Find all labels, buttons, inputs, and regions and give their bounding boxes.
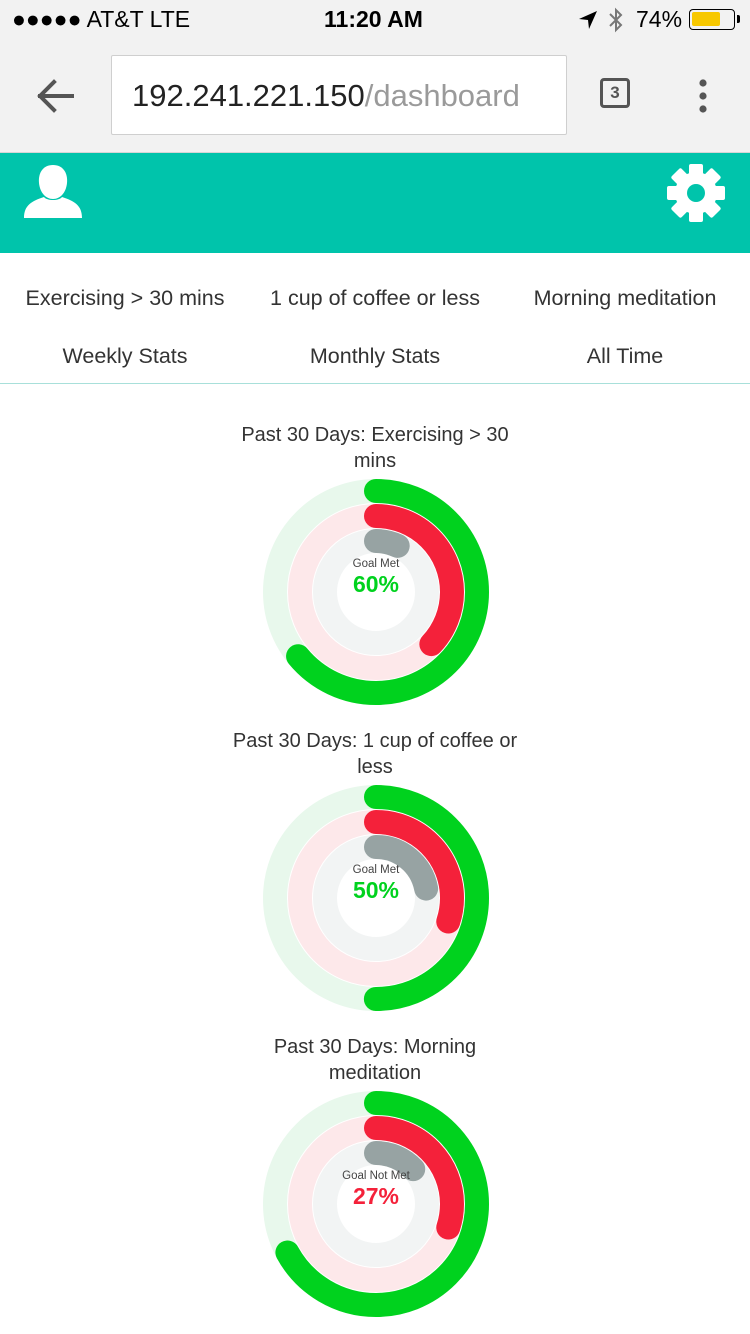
back-arrow-icon[interactable] — [36, 78, 76, 114]
tab-switcher-button[interactable]: 3 — [600, 78, 630, 108]
middle-ring-progress — [288, 1116, 464, 1292]
outer-ring-progress — [263, 1091, 489, 1317]
ring-chart — [263, 479, 489, 705]
ring-chart — [263, 1091, 489, 1317]
tab-coffee[interactable]: 1 cup of coffee or less — [270, 286, 480, 310]
chart-title: Past 30 Days: 1 cup of coffee or less — [232, 730, 518, 778]
middle-ring-progress — [288, 504, 464, 680]
progress-rings: Goal Not Met 27% — [261, 1089, 491, 1319]
overflow-menu-icon[interactable] — [695, 78, 711, 114]
goal-percent: 27% — [352, 1183, 400, 1209]
goal-percent: 60% — [352, 571, 400, 597]
tab-weekly-stats[interactable]: Weekly Stats — [62, 344, 188, 368]
ring-center — [338, 554, 414, 630]
clock: 11:20 AM — [324, 6, 423, 32]
address-bar[interactable]: 192.241.221.150/dashboard — [111, 55, 567, 135]
goal-status: Goal Not Met — [342, 1170, 410, 1182]
tabs-divider — [0, 383, 750, 384]
location-arrow-icon — [579, 11, 597, 29]
progress-rings: Goal Met 50% — [261, 783, 491, 1013]
outer-ring-progress — [263, 479, 489, 705]
goal-status: Goal Met — [352, 558, 400, 570]
middle-ring-progress — [288, 810, 464, 986]
progress-rings: Goal Met 60% — [261, 477, 491, 707]
ring-center — [338, 860, 414, 936]
inner-ring-progress — [313, 835, 439, 961]
outer-ring-progress — [263, 785, 489, 1011]
tab-exercising[interactable]: Exercising > 30 mins — [25, 286, 225, 310]
ring-center — [338, 1166, 414, 1242]
bluetooth-icon — [609, 7, 623, 33]
period-tabs: Weekly Stats Monthly Stats All Time — [0, 327, 750, 385]
tab-meditation[interactable]: Morning meditation — [533, 286, 717, 310]
app-header — [0, 153, 750, 253]
goal-percent: 50% — [352, 877, 400, 903]
inner-ring-progress — [313, 529, 439, 655]
goal-status: Goal Met — [352, 864, 400, 876]
habit-tabs: Exercising > 30 mins 1 cup of coffee or … — [0, 269, 750, 327]
url-text: 192.241.221.150/dashboard — [132, 78, 520, 114]
inner-ring-progress — [313, 1141, 439, 1267]
tab-all-time[interactable]: All Time — [586, 344, 664, 368]
gear-icon[interactable] — [665, 162, 727, 224]
battery-percent: 74% — [636, 6, 683, 32]
status-bar: ●●●●● AT&T LTE 11:20 AM 74% — [0, 0, 750, 40]
tab-monthly-stats[interactable]: Monthly Stats — [309, 344, 441, 368]
chart-title: Past 30 Days: Morning meditation — [273, 1036, 477, 1084]
url-path: /dashboard — [364, 78, 520, 113]
ring-chart — [263, 785, 489, 1011]
battery-fill — [692, 12, 720, 26]
browser-toolbar: 192.241.221.150/dashboard 3 — [0, 40, 750, 153]
user-silhouette-icon[interactable] — [22, 163, 84, 219]
url-host: 192.241.221.150 — [132, 78, 365, 113]
chart-title: Past 30 Days: Exercising > 30 mins — [241, 424, 509, 472]
carrier-signal: ●●●●● AT&T LTE — [12, 6, 191, 32]
battery-icon — [689, 9, 740, 30]
